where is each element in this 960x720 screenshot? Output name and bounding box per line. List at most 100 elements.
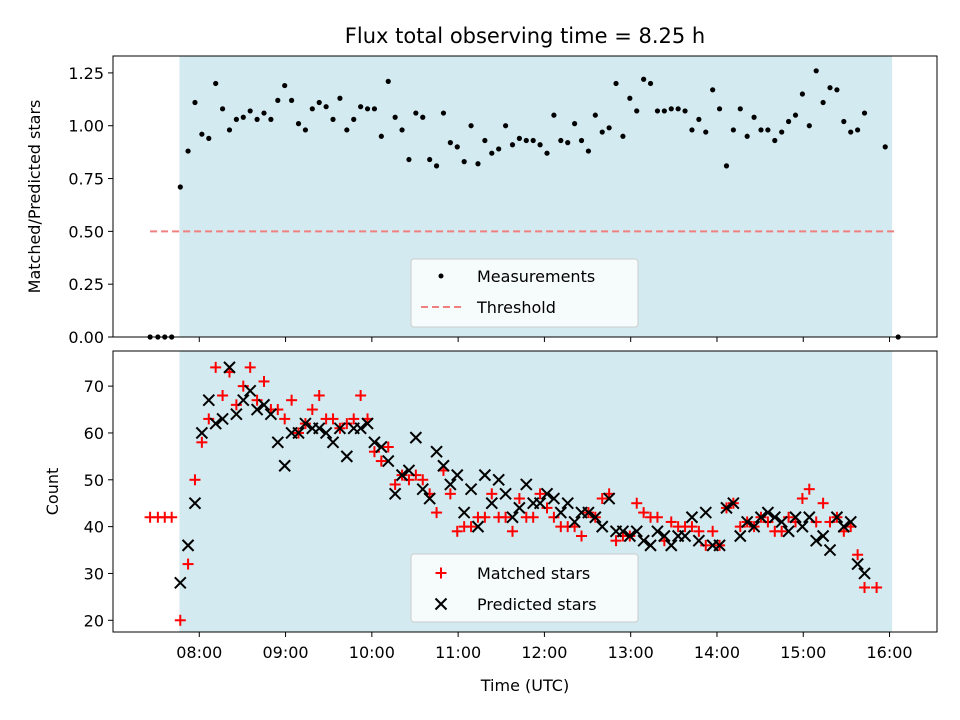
measurement-point xyxy=(323,104,329,110)
predicted-point xyxy=(264,408,278,421)
predicted-point xyxy=(471,520,485,533)
bottom-y-tick-label: 60 xyxy=(84,424,104,443)
bottom-x-ticks: 08:00 09:00 10:00 11:00 12:00 13:00 14:00 15:00… xyxy=(176,632,913,662)
matched-point xyxy=(465,521,477,533)
measurement-point xyxy=(848,129,854,135)
measurement-point xyxy=(647,80,654,87)
cross-stroke-b xyxy=(823,543,837,557)
cross-stroke-b xyxy=(237,393,250,407)
predicted-point xyxy=(485,497,498,510)
predicted-point xyxy=(685,511,699,524)
cross-stroke-b xyxy=(713,539,726,552)
predicted-point xyxy=(789,511,802,524)
legend-predicted-label: Predicted stars xyxy=(477,595,597,614)
predicted-point xyxy=(658,529,671,543)
cross-stroke-b xyxy=(665,539,678,552)
measurement-point xyxy=(226,127,233,133)
cross-stroke-b xyxy=(844,515,857,529)
bottom-legend-box xyxy=(410,553,639,623)
predicted-point xyxy=(747,520,761,533)
cross-stroke-b xyxy=(685,511,699,524)
measurement-point xyxy=(240,114,246,120)
matched-point xyxy=(852,549,864,561)
x-tick-label: 14:00 xyxy=(694,643,740,662)
cross-stroke-b xyxy=(326,436,340,449)
cross-stroke-b xyxy=(754,511,768,524)
measurement-point xyxy=(565,140,571,146)
measurement-point xyxy=(627,95,633,101)
cross-stroke-b xyxy=(616,525,630,538)
matched-point xyxy=(272,404,284,416)
cross-stroke-b xyxy=(858,567,871,580)
cross-stroke-b xyxy=(257,398,271,412)
predicted-point xyxy=(444,478,457,491)
predicted-point xyxy=(582,506,595,519)
x-tick-label: 10:00 xyxy=(349,643,395,662)
matched-point xyxy=(783,511,795,523)
x-tick-label: 12:00 xyxy=(521,643,567,662)
cross-stroke-b xyxy=(195,426,209,440)
predicted-point xyxy=(651,525,664,538)
predicted-point xyxy=(478,468,492,482)
measurement-point xyxy=(482,137,488,144)
cross-stroke-b xyxy=(395,468,409,482)
measurement-point xyxy=(779,129,785,135)
matched-point xyxy=(686,521,698,533)
matched-point xyxy=(258,375,270,387)
matched-point xyxy=(506,525,518,537)
predicted-point xyxy=(451,468,464,482)
cross-stroke-b xyxy=(444,478,457,491)
cross-stroke-b xyxy=(644,539,657,552)
cross-stroke-b xyxy=(382,454,395,468)
measurement-point xyxy=(192,99,198,106)
matched-point xyxy=(665,516,677,528)
bottom-y-tick-label: 30 xyxy=(84,564,104,583)
count-panel: 20 30 40 50 60 70 08:00 09:00 10:00 11:00 12:00 13… xyxy=(43,350,938,695)
cross-stroke-b xyxy=(761,506,775,519)
predicted-point xyxy=(540,487,554,501)
predicted-point xyxy=(457,506,471,519)
measurement-point xyxy=(337,95,343,101)
measurement-point xyxy=(758,127,764,133)
measurement-point xyxy=(882,144,888,150)
measurement-point xyxy=(509,142,516,148)
bottom-y-tick-label: 40 xyxy=(84,518,104,537)
measurement-point xyxy=(806,123,812,129)
predicted-point xyxy=(754,511,768,524)
matched-point xyxy=(796,493,808,505)
predicted-point xyxy=(492,473,505,486)
measurement-point xyxy=(199,131,205,137)
cross-stroke-b xyxy=(437,459,450,472)
measurement-point xyxy=(378,133,384,139)
x-tick-label: 11:00 xyxy=(435,643,481,662)
bottom-y-tick-label: 70 xyxy=(84,377,104,396)
top-y-tick-label: 0.25 xyxy=(68,275,104,294)
bottom-legend: Matched stars Predicted stars xyxy=(410,553,639,623)
matched-point xyxy=(576,530,588,542)
predicted-point xyxy=(547,492,561,505)
count-points xyxy=(144,361,883,626)
measurement-point xyxy=(696,116,702,122)
measurement-point xyxy=(668,106,674,112)
matched-point xyxy=(410,469,422,481)
cross-stroke-b xyxy=(464,482,478,496)
predicted-point xyxy=(561,497,574,510)
cross-stroke-b xyxy=(602,492,616,505)
measurement-point xyxy=(599,129,605,135)
top-legend-box xyxy=(410,258,639,328)
predicted-point xyxy=(809,534,823,547)
predicted-point xyxy=(437,459,450,472)
legend-predicted-marker xyxy=(434,597,448,611)
measurement-point xyxy=(827,85,833,91)
matched-point xyxy=(479,511,491,523)
measurement-point xyxy=(433,163,440,169)
matched-point xyxy=(431,507,443,519)
measurement-point xyxy=(689,127,695,133)
measurement-point xyxy=(641,76,647,82)
matched-point xyxy=(762,516,774,528)
matched-point xyxy=(174,614,186,626)
measurement-point xyxy=(427,156,433,163)
cross-stroke-b xyxy=(278,459,291,472)
cross-stroke-b xyxy=(499,487,512,501)
measurement-point xyxy=(302,127,309,133)
